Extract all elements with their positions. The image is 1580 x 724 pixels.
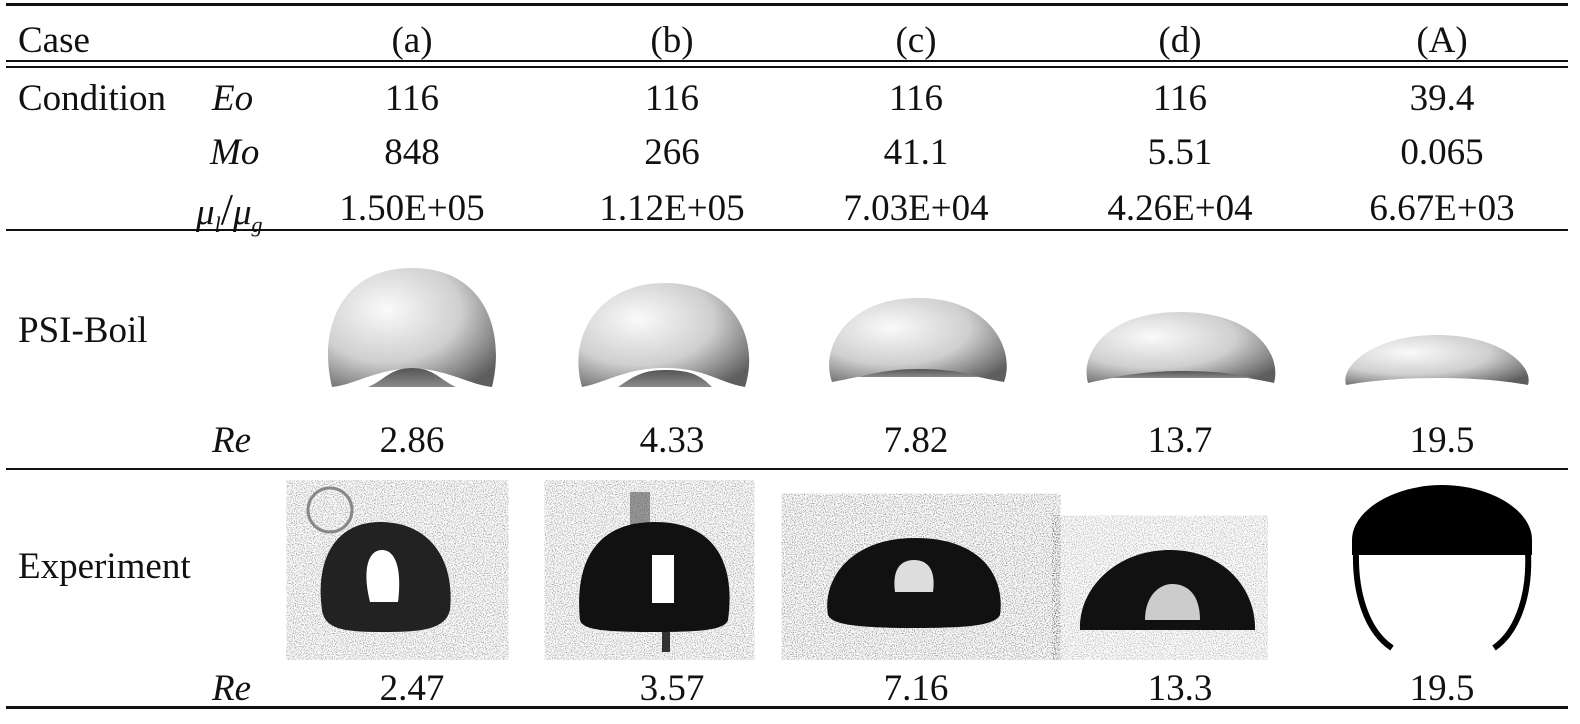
case-A: (A) <box>1416 20 1468 61</box>
exp-re-value: 3.57 <box>639 668 705 709</box>
eo-value: 116 <box>888 78 944 119</box>
photo-b <box>562 492 737 652</box>
case-d: (d) <box>1158 20 1202 61</box>
viscosity-ratio-value: 4.26E+04 <box>1107 188 1253 229</box>
bottom-rule <box>6 706 1568 709</box>
exp-re-value: 7.16 <box>883 668 949 709</box>
sim-re-value: 19.5 <box>1409 420 1475 461</box>
exp-re-value: 2.47 <box>379 668 445 709</box>
mid-rule-2 <box>6 468 1568 470</box>
sim-re-value: 7.82 <box>883 420 949 461</box>
exp-re-value: 13.3 <box>1147 668 1213 709</box>
eo-value: 39.4 <box>1409 78 1475 119</box>
photo-A <box>1352 485 1532 651</box>
mo-value: 266 <box>644 132 700 173</box>
viscosity-ratio-value: 1.12E+05 <box>599 188 745 229</box>
condition-label: Condition <box>18 78 167 119</box>
exp-re-symbol: Re <box>212 668 252 709</box>
bubble-a <box>328 268 496 387</box>
double-rule-bottom <box>6 66 1568 68</box>
bubble-d <box>1086 312 1276 383</box>
case-c: (c) <box>895 20 937 61</box>
experiment-photos <box>305 485 1532 653</box>
mid-rule-1 <box>6 229 1568 231</box>
sim-re-value: 13.7 <box>1147 420 1213 461</box>
mo-symbol: Mo <box>210 132 260 173</box>
viscosity-ratio-symbol: μl/μg <box>196 185 263 237</box>
mo-value: 5.51 <box>1147 132 1213 173</box>
experiment-label: Experiment <box>18 546 191 587</box>
double-rule-top <box>6 60 1568 62</box>
viscosity-ratio-value: 1.50E+05 <box>339 188 485 229</box>
photo-a <box>305 486 490 652</box>
eo-symbol: Eo <box>212 78 254 119</box>
sim-re-value: 4.33 <box>639 420 705 461</box>
psi-boil-label: PSI-Boil <box>18 310 148 351</box>
exp-re-value: 19.5 <box>1409 668 1475 709</box>
viscosity-ratio-value: 6.67E+03 <box>1369 188 1515 229</box>
photo-c <box>805 508 1037 650</box>
photo-d <box>1070 528 1256 653</box>
simulated-bubbles <box>328 268 1529 387</box>
bubble-A <box>1345 335 1529 385</box>
mo-value: 0.065 <box>1400 132 1484 173</box>
case-a: (a) <box>391 20 433 61</box>
case-b: (b) <box>650 20 694 61</box>
bubble-b <box>578 283 750 387</box>
case-header: Case <box>18 20 90 61</box>
bubble-c <box>829 298 1007 382</box>
eo-value: 116 <box>644 78 700 119</box>
eo-value: 116 <box>1152 78 1208 119</box>
top-rule <box>6 3 1568 6</box>
viscosity-ratio-value: 7.03E+04 <box>843 188 989 229</box>
mo-value: 41.1 <box>883 132 949 173</box>
mo-value: 848 <box>384 132 440 173</box>
eo-value: 116 <box>384 78 440 119</box>
sim-re-value: 2.86 <box>379 420 445 461</box>
sim-re-symbol: Re <box>212 420 252 461</box>
